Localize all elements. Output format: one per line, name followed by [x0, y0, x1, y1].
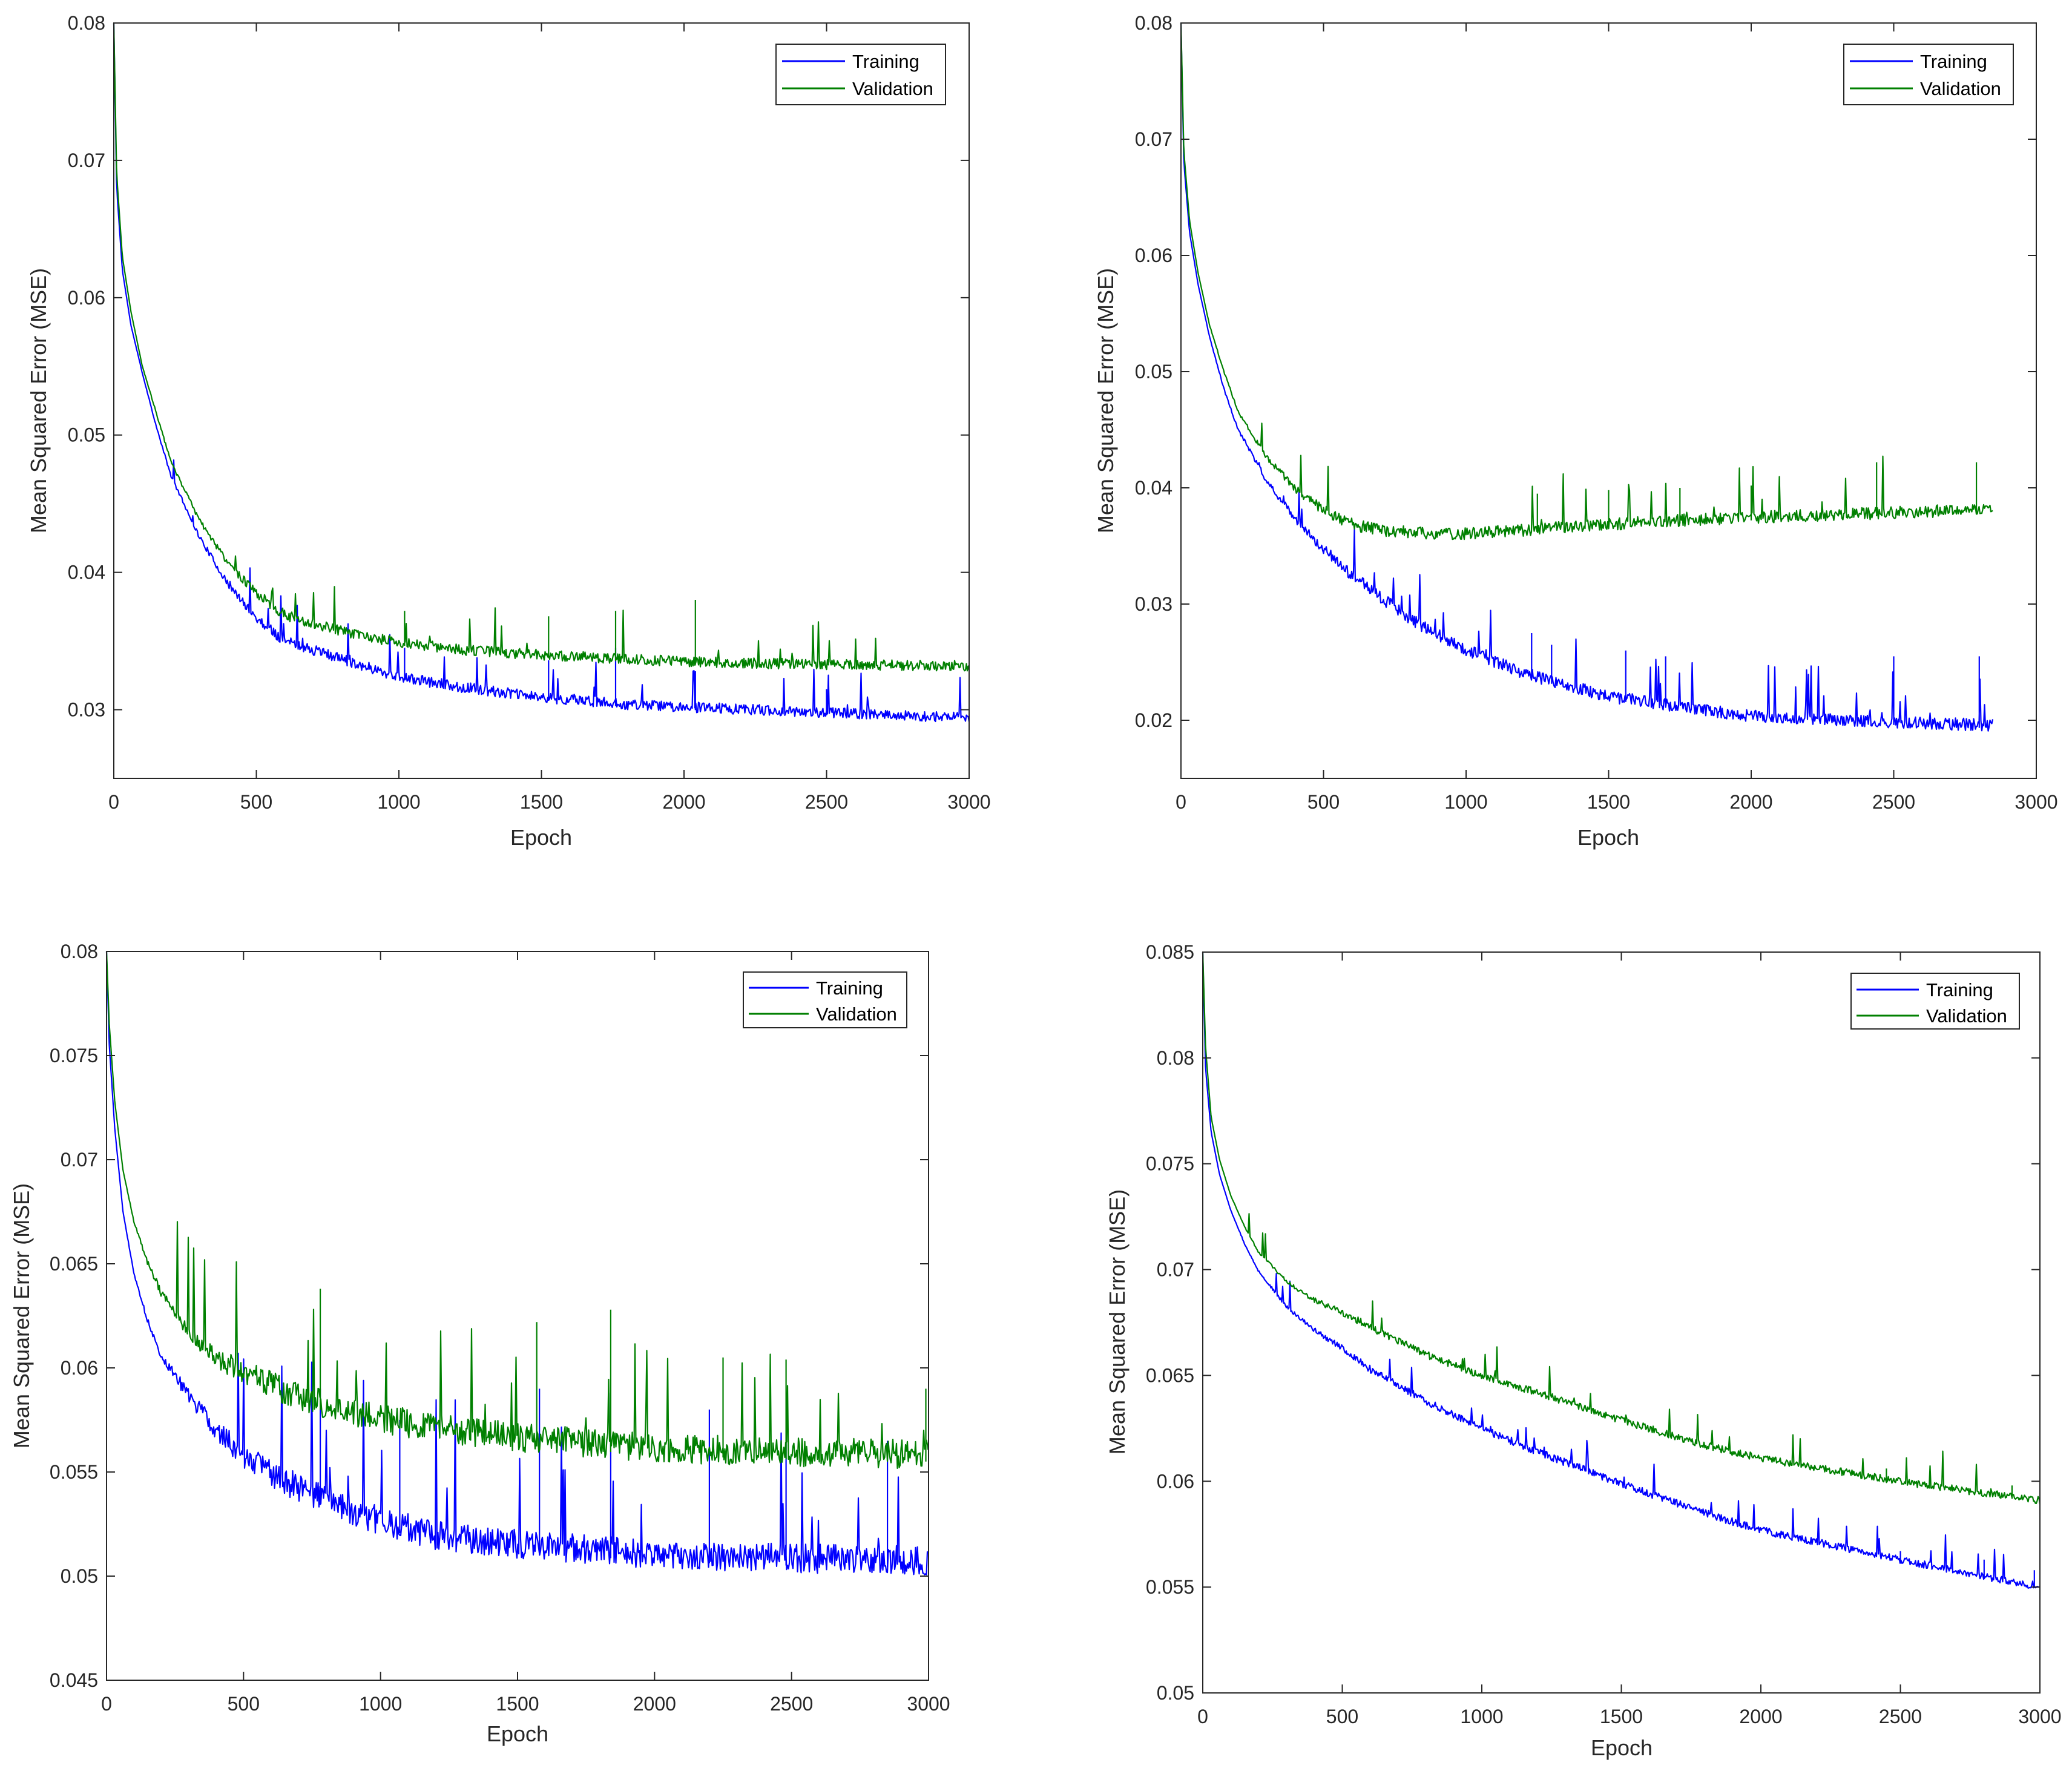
x-tick-label: 1000 — [359, 1693, 402, 1715]
y-tick-label: 0.07 — [61, 1149, 98, 1171]
x-tick-label: 0 — [1176, 791, 1186, 813]
x-tick-label: 1500 — [496, 1693, 539, 1715]
x-tick-label: 3000 — [947, 791, 990, 813]
legend: Training Validation — [775, 44, 946, 105]
y-tick-label: 0.03 — [68, 699, 105, 721]
x-tick-label: 0 — [101, 1693, 112, 1715]
legend: Training Validation — [1850, 973, 2020, 1030]
legend-box — [743, 971, 907, 1028]
plot-area — [114, 23, 969, 778]
y-tick-label: 0.07 — [1135, 128, 1172, 150]
y-axis-title: Mean Squared Error (MSE) — [9, 1183, 34, 1448]
legend-validation-label: Validation — [1926, 1005, 2007, 1027]
y-tick-label: 0.055 — [1146, 1576, 1194, 1598]
y-tick-label: 0.07 — [1157, 1259, 1194, 1281]
x-tick-label: 1500 — [520, 791, 563, 813]
x-tick-label: 2000 — [662, 791, 705, 813]
y-tick-label: 0.06 — [1135, 245, 1172, 266]
y-tick-label: 0.08 — [1135, 12, 1172, 34]
x-tick-label: 2000 — [1739, 1706, 1782, 1727]
chart-panel-bottom-right: 0 500 1000 1500 2000 2500 3000 0.05 0.055 0.06 0.… — [1105, 941, 2062, 1760]
legend-training-label: Training — [816, 978, 883, 999]
training-line — [1180, 22, 1994, 732]
plot-area — [107, 951, 929, 1680]
x-tick-label: 1500 — [1587, 791, 1630, 813]
y-tick-label: 0.08 — [1157, 1047, 1194, 1069]
y-axis-title: Mean Squared Error (MSE) — [1105, 1189, 1130, 1454]
y-tick-label: 0.06 — [68, 287, 105, 309]
y-tick-label: 0.05 — [1135, 361, 1172, 383]
y-tick-label: 0.065 — [50, 1253, 98, 1275]
legend-training-label: Training — [1920, 51, 1987, 72]
legend-training-label: Training — [1926, 979, 1993, 1000]
y-tick-label: 0.05 — [1157, 1682, 1194, 1704]
validation-line — [113, 22, 970, 672]
y-tick-label: 0.05 — [61, 1565, 98, 1587]
x-tick-label: 3000 — [2018, 1706, 2061, 1727]
y-tick-label: 0.075 — [50, 1045, 98, 1066]
x-tick-label: 2500 — [770, 1693, 813, 1715]
x-tick-label: 0 — [1197, 1706, 1208, 1727]
plot-area — [1181, 23, 2036, 778]
legend: Training Validation — [1843, 44, 2014, 105]
x-tick-label: 2500 — [1872, 791, 1915, 813]
y-tick-label: 0.02 — [1135, 709, 1172, 731]
x-tick-label: 3000 — [907, 1693, 950, 1715]
chart-panel-bottom-left: 0 500 1000 1500 2000 2500 3000 0.045 0.05 0.055 0… — [9, 941, 950, 1746]
y-tick-label: 0.05 — [68, 424, 105, 446]
x-tick-label: 1000 — [377, 791, 420, 813]
x-tick-label: 3000 — [2014, 791, 2057, 813]
x-tick-label: 1000 — [1444, 791, 1487, 813]
training-line — [1202, 951, 2041, 1589]
validation-line — [105, 951, 929, 1469]
x-tick-label: 0 — [108, 791, 119, 813]
x-tick-label: 1500 — [1600, 1706, 1643, 1727]
y-tick-label: 0.06 — [1157, 1470, 1194, 1492]
legend-box — [775, 44, 946, 105]
x-tick-label: 500 — [1326, 1706, 1358, 1727]
x-axis-title: Epoch — [487, 1721, 548, 1746]
x-tick-label: 2000 — [633, 1693, 676, 1715]
validation-line — [1202, 951, 2041, 1505]
plot-area — [1203, 952, 2040, 1693]
x-tick-label: 500 — [240, 791, 272, 813]
y-tick-label: 0.04 — [68, 562, 105, 583]
chart-panel-top-right: 0 500 1000 1500 2000 2500 3000 0.02 0.03 0.04 0.0… — [1093, 12, 2058, 850]
y-tick-label: 0.08 — [68, 12, 105, 34]
y-tick-label: 0.075 — [1146, 1153, 1194, 1175]
x-axis-title: Epoch — [1577, 825, 1639, 850]
legend: Training Validation — [743, 971, 907, 1028]
x-tick-label: 2500 — [1879, 1706, 1922, 1727]
training-line — [105, 951, 929, 1576]
y-tick-label: 0.03 — [1135, 593, 1172, 615]
y-axis-title: Mean Squared Error (MSE) — [1093, 268, 1118, 533]
training-line — [113, 22, 970, 722]
x-axis-title: Epoch — [1591, 1735, 1653, 1760]
validation-line — [1180, 22, 1993, 540]
chart-panel-top-left: 0 500 1000 1500 2000 2500 3000 0.03 0.04 0.05 0.0… — [26, 12, 991, 850]
legend-validation-label: Validation — [816, 1004, 897, 1025]
y-tick-label: 0.045 — [50, 1669, 98, 1691]
y-tick-label: 0.085 — [1146, 941, 1194, 963]
x-tick-label: 500 — [1307, 791, 1340, 813]
y-tick-label: 0.04 — [1135, 477, 1172, 499]
y-tick-label: 0.055 — [50, 1461, 98, 1483]
x-tick-label: 2000 — [1729, 791, 1772, 813]
legend-training-label: Training — [852, 51, 919, 72]
y-tick-label: 0.065 — [1146, 1364, 1194, 1386]
y-axis-title: Mean Squared Error (MSE) — [26, 268, 51, 533]
x-axis-title: Epoch — [510, 825, 572, 850]
y-tick-label: 0.08 — [61, 941, 98, 962]
x-tick-label: 2500 — [805, 791, 848, 813]
y-tick-label: 0.06 — [61, 1357, 98, 1379]
x-tick-label: 500 — [228, 1693, 260, 1715]
x-tick-label: 1000 — [1460, 1706, 1503, 1727]
legend-validation-label: Validation — [1920, 78, 2001, 99]
legend-box — [1850, 973, 2020, 1030]
legend-box — [1843, 44, 2014, 105]
y-tick-label: 0.07 — [68, 150, 105, 171]
legend-validation-label: Validation — [852, 78, 933, 99]
